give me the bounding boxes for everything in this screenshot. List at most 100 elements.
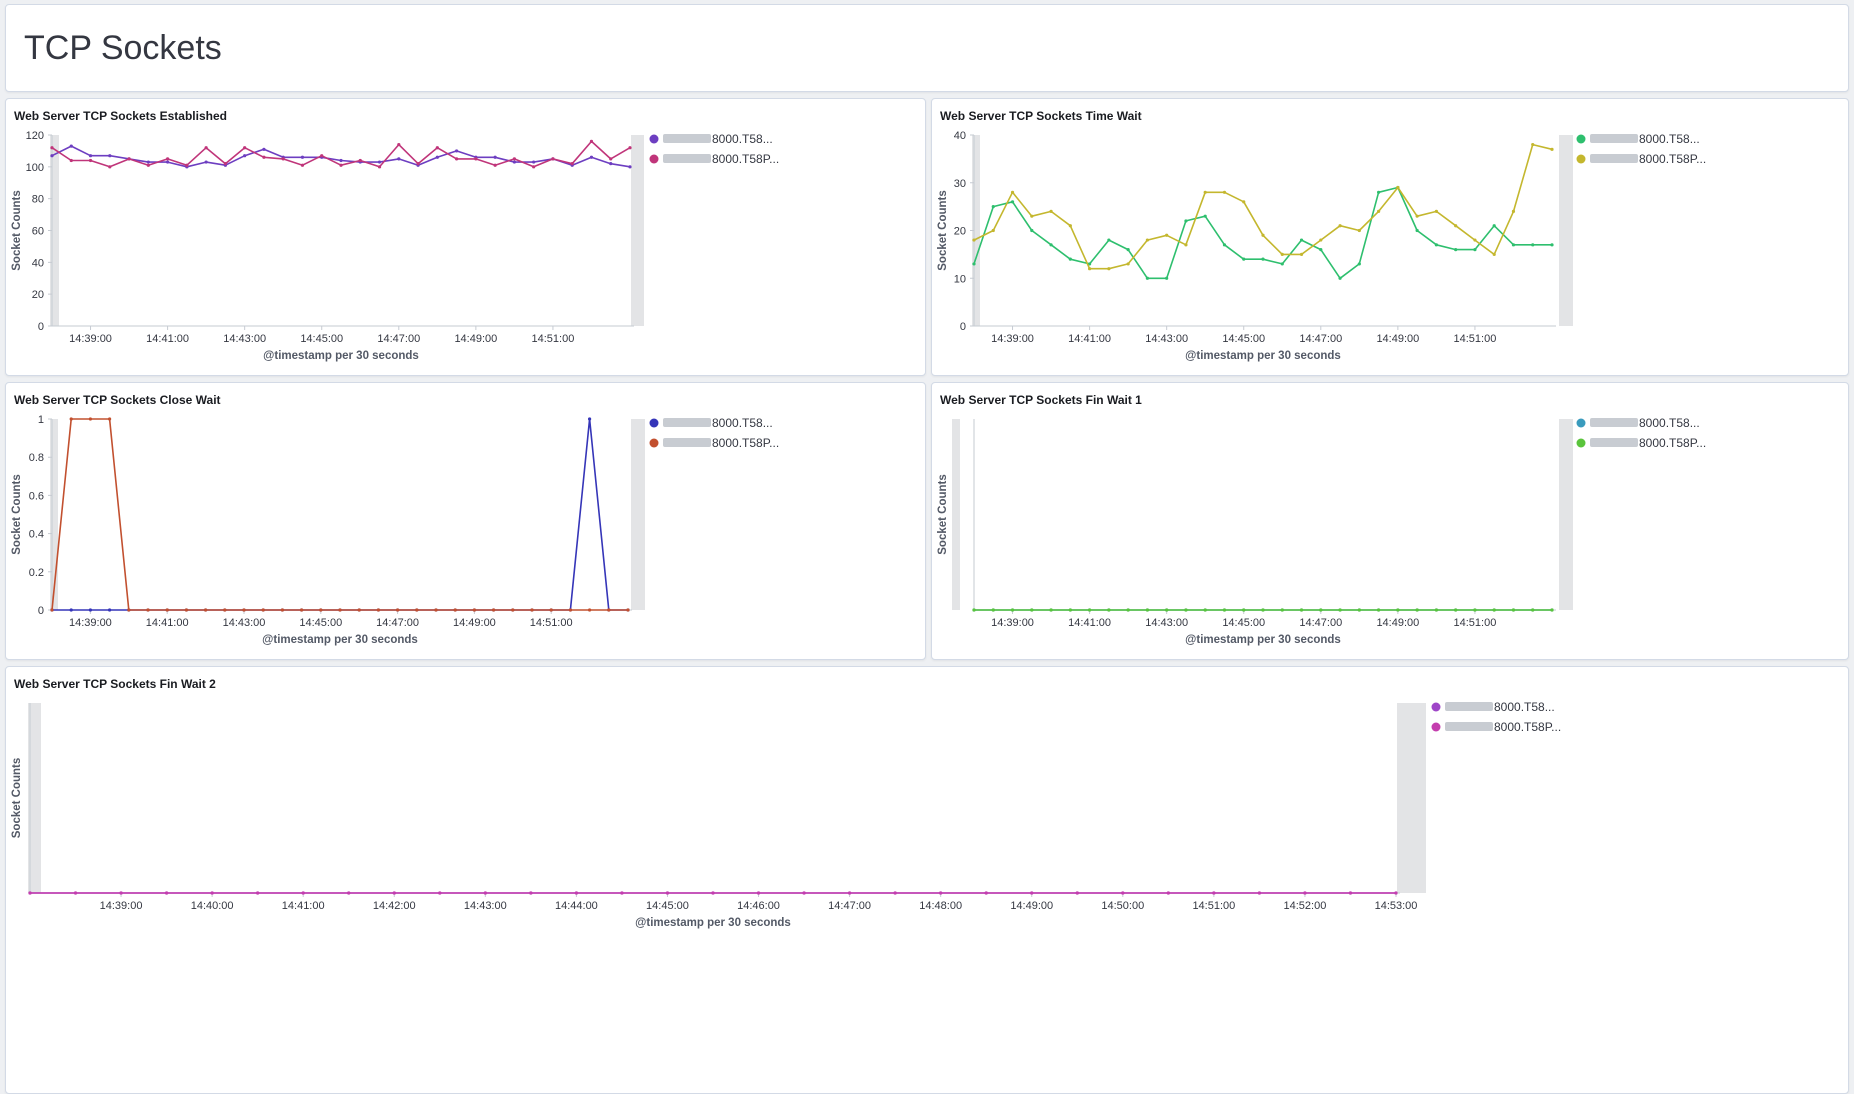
data-point[interactable] bbox=[1088, 267, 1092, 271]
data-point[interactable] bbox=[243, 146, 247, 150]
data-point[interactable] bbox=[1068, 224, 1072, 228]
data-point[interactable] bbox=[483, 891, 487, 895]
data-point[interactable] bbox=[493, 155, 497, 159]
data-point[interactable] bbox=[588, 608, 592, 612]
data-point[interactable] bbox=[301, 891, 305, 895]
legend-item[interactable]: 8000.T58P... bbox=[649, 152, 780, 166]
data-point[interactable] bbox=[50, 154, 54, 158]
data-point[interactable] bbox=[1338, 608, 1342, 612]
data-point[interactable] bbox=[1261, 608, 1265, 612]
data-point[interactable] bbox=[377, 165, 382, 169]
data-point[interactable] bbox=[1319, 238, 1323, 242]
data-point[interactable] bbox=[338, 608, 342, 612]
data-point[interactable] bbox=[166, 160, 170, 164]
data-point[interactable] bbox=[588, 417, 592, 421]
data-point[interactable] bbox=[1434, 608, 1438, 612]
data-point[interactable] bbox=[991, 228, 995, 233]
data-point[interactable] bbox=[50, 608, 54, 612]
data-point[interactable] bbox=[1550, 243, 1554, 247]
data-point[interactable] bbox=[1049, 243, 1053, 247]
data-point[interactable] bbox=[88, 608, 92, 612]
data-point[interactable] bbox=[493, 163, 497, 167]
data-point[interactable] bbox=[146, 160, 150, 164]
data-point[interactable] bbox=[119, 891, 123, 895]
data-point[interactable] bbox=[1126, 262, 1130, 266]
data-point[interactable] bbox=[1165, 608, 1169, 612]
data-point[interactable] bbox=[73, 891, 78, 895]
data-point[interactable] bbox=[1165, 233, 1169, 237]
data-point[interactable] bbox=[1242, 608, 1246, 612]
data-point[interactable] bbox=[1377, 608, 1381, 612]
data-point[interactable] bbox=[127, 608, 131, 612]
data-point[interactable] bbox=[300, 163, 305, 167]
data-point[interactable] bbox=[108, 154, 112, 158]
data-point[interactable] bbox=[1531, 142, 1535, 147]
data-point[interactable] bbox=[210, 891, 214, 895]
data-point[interactable] bbox=[69, 144, 73, 148]
data-point[interactable] bbox=[756, 891, 761, 895]
data-point[interactable] bbox=[1107, 238, 1111, 242]
data-point[interactable] bbox=[1303, 891, 1307, 895]
data-point[interactable] bbox=[1338, 224, 1342, 228]
data-point[interactable] bbox=[512, 160, 516, 164]
legend-item[interactable]: 8000.T58P... bbox=[1576, 436, 1707, 450]
legend-item[interactable]: 8000.T58... bbox=[1431, 700, 1555, 714]
data-point[interactable] bbox=[165, 891, 169, 895]
panel-close-wait[interactable]: Web Server TCP Sockets Close Wait 0 0.2 0.… bbox=[5, 382, 926, 660]
data-point[interactable] bbox=[1068, 257, 1072, 261]
data-point[interactable] bbox=[893, 891, 897, 895]
data-point[interactable] bbox=[620, 891, 624, 895]
data-point[interactable] bbox=[802, 891, 806, 895]
data-point[interactable] bbox=[1222, 190, 1227, 194]
data-point[interactable] bbox=[589, 155, 594, 159]
data-point[interactable] bbox=[609, 157, 613, 161]
data-point[interactable] bbox=[972, 262, 976, 266]
data-point[interactable] bbox=[28, 891, 32, 895]
data-point[interactable] bbox=[108, 417, 112, 421]
data-point[interactable] bbox=[1492, 252, 1496, 256]
data-point[interactable] bbox=[549, 608, 553, 612]
data-point[interactable] bbox=[1030, 891, 1034, 895]
data-point[interactable] bbox=[472, 608, 476, 612]
data-point[interactable] bbox=[280, 608, 284, 612]
data-point[interactable] bbox=[1299, 238, 1304, 242]
data-point[interactable] bbox=[184, 608, 188, 612]
legend-item[interactable]: 8000.T58... bbox=[1576, 132, 1700, 146]
data-point[interactable] bbox=[376, 608, 380, 612]
data-point[interactable] bbox=[1049, 608, 1053, 612]
data-point[interactable] bbox=[127, 157, 131, 161]
data-point[interactable] bbox=[574, 891, 579, 895]
data-point[interactable] bbox=[1184, 219, 1188, 223]
data-point[interactable] bbox=[1222, 608, 1227, 612]
data-point[interactable] bbox=[377, 160, 382, 164]
data-point[interactable] bbox=[108, 608, 112, 612]
data-point[interactable] bbox=[453, 608, 457, 612]
data-point[interactable] bbox=[281, 157, 285, 161]
data-point[interactable] bbox=[1473, 248, 1477, 252]
data-point[interactable] bbox=[396, 608, 400, 612]
data-point[interactable] bbox=[69, 158, 73, 163]
data-point[interactable] bbox=[357, 608, 361, 612]
data-point[interactable] bbox=[1434, 243, 1438, 247]
data-point[interactable] bbox=[1088, 262, 1092, 266]
data-point[interactable] bbox=[972, 238, 976, 242]
data-point[interactable] bbox=[991, 205, 995, 209]
legend-item[interactable]: 8000.T58... bbox=[649, 132, 773, 146]
data-point[interactable] bbox=[1184, 608, 1188, 612]
data-point[interactable] bbox=[1010, 608, 1015, 612]
legend-item[interactable]: 8000.T58P... bbox=[1431, 720, 1562, 734]
data-point[interactable] bbox=[358, 158, 362, 163]
data-point[interactable] bbox=[1261, 233, 1265, 237]
data-point[interactable] bbox=[1396, 185, 1400, 190]
data-point[interactable] bbox=[1511, 243, 1516, 247]
data-point[interactable] bbox=[1473, 608, 1477, 612]
data-point[interactable] bbox=[568, 608, 573, 612]
data-point[interactable] bbox=[1010, 190, 1015, 194]
data-point[interactable] bbox=[1145, 238, 1149, 242]
data-point[interactable] bbox=[991, 608, 995, 612]
data-point[interactable] bbox=[204, 160, 208, 164]
data-point[interactable] bbox=[1280, 262, 1284, 266]
data-point[interactable] bbox=[530, 608, 534, 612]
series-line[interactable] bbox=[51, 418, 628, 611]
data-point[interactable] bbox=[1107, 608, 1111, 612]
